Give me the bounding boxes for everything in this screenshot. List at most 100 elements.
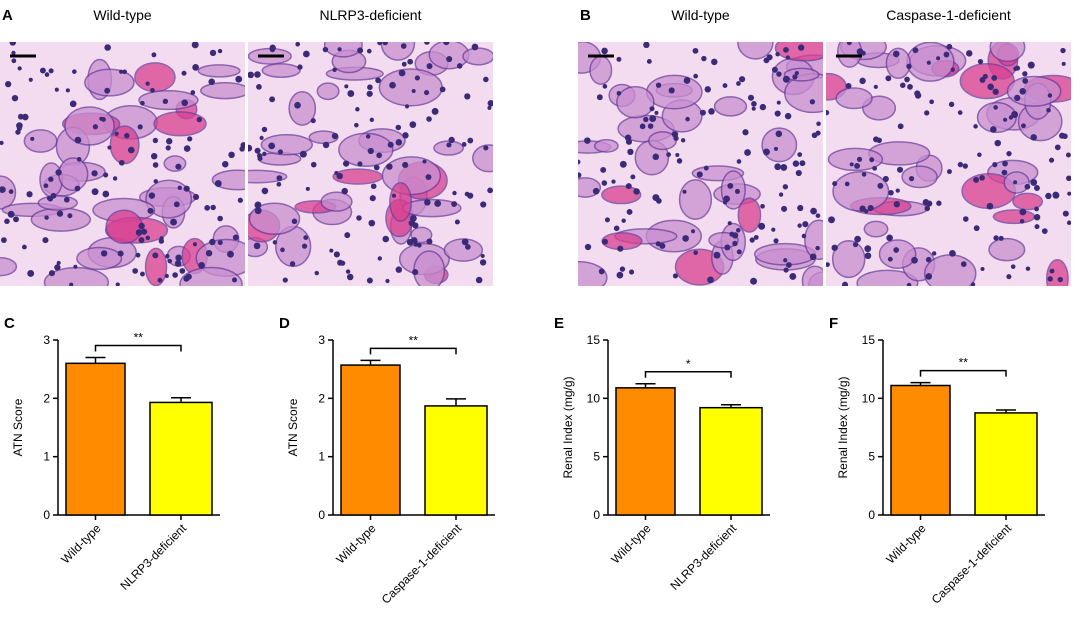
nucleus xyxy=(926,60,931,65)
histology-image xyxy=(0,42,245,286)
nucleus xyxy=(268,142,276,150)
nucleus xyxy=(616,271,624,279)
nucleus xyxy=(826,109,830,116)
nucleus xyxy=(48,176,54,182)
nucleus xyxy=(262,151,267,156)
nucleus xyxy=(376,152,383,159)
nucleus xyxy=(261,126,268,133)
nucleus xyxy=(204,205,211,211)
nucleus xyxy=(424,89,430,96)
nucleus xyxy=(797,204,804,212)
nucleus xyxy=(646,58,652,64)
tubule xyxy=(84,68,135,97)
tubule xyxy=(713,96,748,117)
histology-image xyxy=(578,42,823,286)
nucleus xyxy=(789,272,797,280)
nucleus xyxy=(778,192,784,197)
nucleus xyxy=(157,277,163,283)
tubule xyxy=(138,90,199,111)
nucleus xyxy=(936,56,941,61)
nucleus xyxy=(48,270,56,277)
nucleus xyxy=(173,201,180,208)
nucleus xyxy=(1046,107,1051,113)
nucleus xyxy=(1030,178,1038,186)
nucleus xyxy=(400,43,407,49)
nucleus xyxy=(373,164,380,171)
nucleus xyxy=(55,169,62,176)
nucleus xyxy=(946,43,953,50)
nucleus xyxy=(367,84,373,91)
nucleus xyxy=(783,267,789,273)
nucleus xyxy=(91,170,98,177)
nucleus xyxy=(708,108,715,115)
nucleus xyxy=(1022,78,1029,84)
nucleus xyxy=(914,92,922,99)
nucleus xyxy=(162,98,169,105)
nucleus xyxy=(643,42,650,49)
nucleus xyxy=(1019,219,1025,224)
nucleus xyxy=(257,153,263,159)
nucleus xyxy=(434,199,442,207)
nucleus xyxy=(366,90,373,97)
tubule xyxy=(109,125,140,165)
nucleus xyxy=(1011,111,1019,119)
nucleus xyxy=(471,43,479,51)
nucleus xyxy=(797,223,802,228)
nucleus xyxy=(763,148,770,156)
nucleus xyxy=(54,264,61,271)
y-axis-label: Renal Index (mg/g) xyxy=(836,376,850,478)
nucleus xyxy=(235,75,243,83)
nucleus xyxy=(722,83,728,88)
nucleus xyxy=(979,175,985,181)
nucleus xyxy=(815,245,820,251)
nucleus xyxy=(809,99,816,105)
nucleus xyxy=(962,163,968,169)
nucleus xyxy=(480,253,485,259)
nucleus xyxy=(792,74,798,80)
nucleus xyxy=(751,106,756,111)
significance-label: * xyxy=(686,357,691,371)
nucleus xyxy=(758,222,766,230)
nucleus xyxy=(749,237,755,243)
nucleus xyxy=(659,242,666,249)
nucleus xyxy=(30,136,35,141)
nucleus xyxy=(289,261,296,267)
nucleus xyxy=(887,256,893,262)
nucleus xyxy=(345,269,351,274)
tubule xyxy=(144,247,168,286)
nucleus xyxy=(900,82,906,88)
bar xyxy=(615,387,676,516)
nucleus xyxy=(948,101,955,108)
significance-label: ** xyxy=(409,333,419,347)
nucleus xyxy=(404,104,410,109)
nucleus xyxy=(4,218,10,225)
nucleus xyxy=(248,144,253,152)
nucleus xyxy=(214,180,222,187)
nucleus xyxy=(929,99,934,105)
nucleus xyxy=(239,146,245,152)
nucleus xyxy=(601,238,609,245)
nucleus xyxy=(711,58,718,66)
nucleus xyxy=(780,163,788,171)
tubule xyxy=(989,42,1026,63)
nucleus xyxy=(5,81,12,88)
nucleus xyxy=(1013,180,1018,185)
nucleus xyxy=(775,52,780,57)
nucleus xyxy=(616,56,622,62)
nucleus xyxy=(693,73,699,79)
nucleus xyxy=(175,163,182,170)
nucleus xyxy=(174,260,182,267)
nucleus xyxy=(619,266,626,272)
nucleus xyxy=(1030,134,1037,141)
nucleus xyxy=(107,145,112,150)
bar xyxy=(424,405,488,516)
nucleus xyxy=(135,252,141,258)
nucleus xyxy=(1033,213,1041,221)
nucleus xyxy=(487,100,493,107)
nucleus xyxy=(872,165,877,171)
nucleus xyxy=(751,101,757,107)
nucleus xyxy=(386,163,393,170)
nucleus xyxy=(424,42,430,45)
tubule xyxy=(76,246,123,271)
tubule xyxy=(835,87,873,110)
